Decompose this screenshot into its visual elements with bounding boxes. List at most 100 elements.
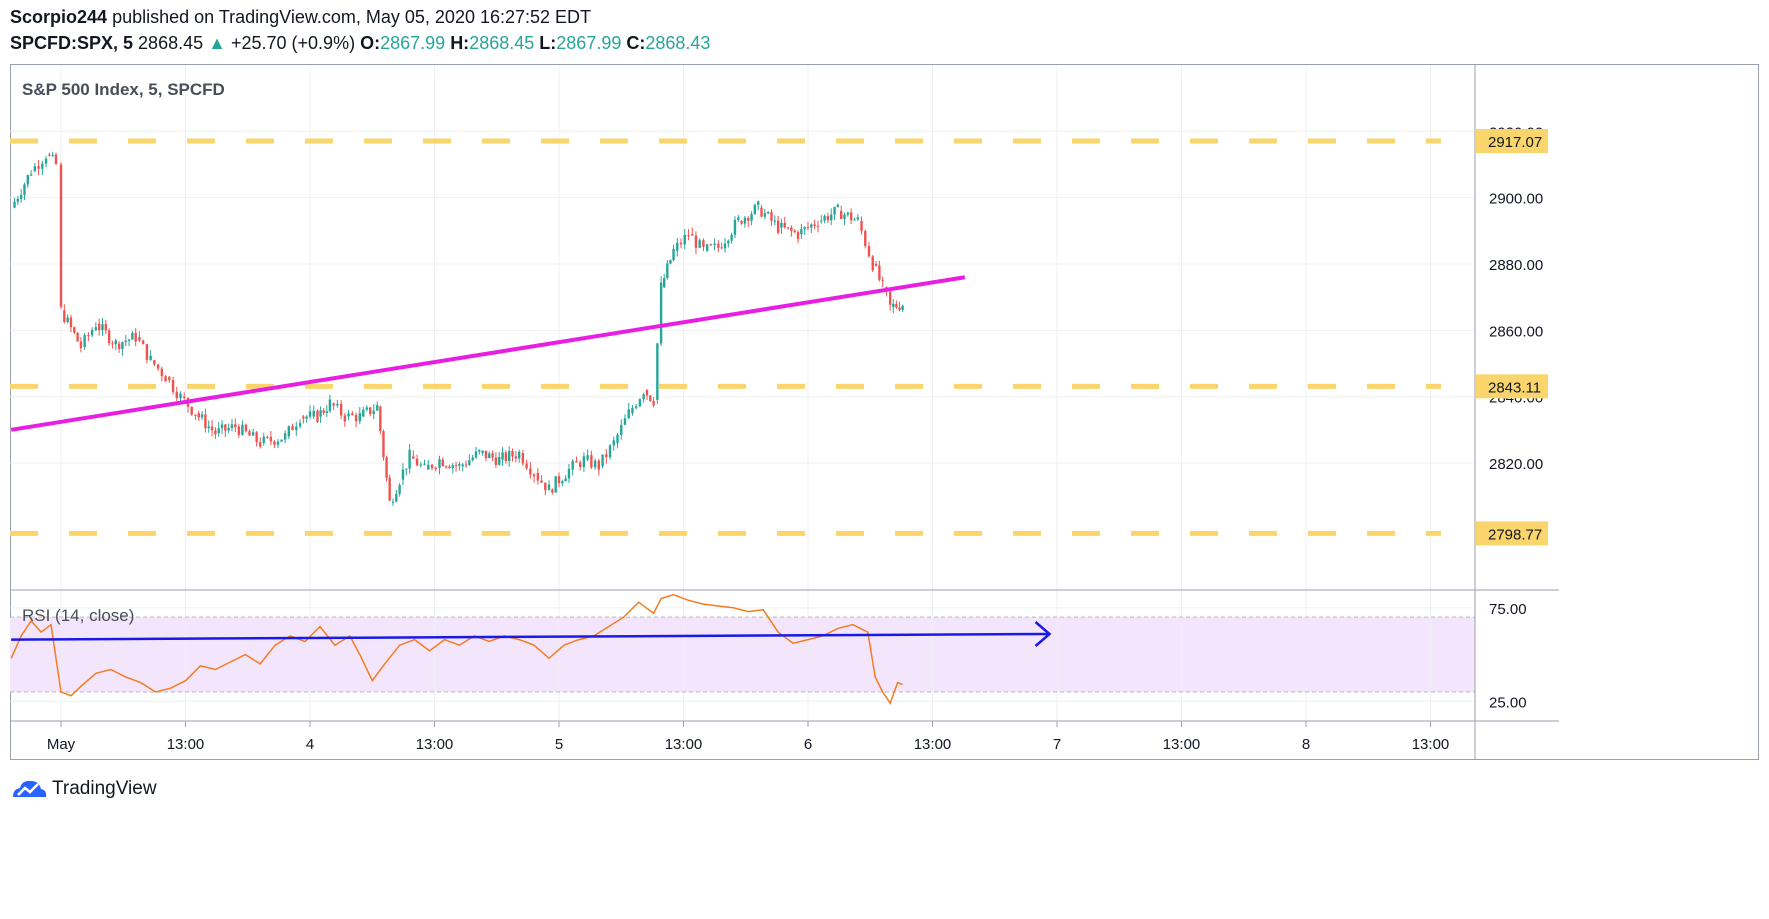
level-price-tag xyxy=(1476,374,1548,399)
candle-body xyxy=(571,461,574,470)
candle-body xyxy=(160,368,164,377)
candle-body xyxy=(783,222,786,228)
candle-body xyxy=(164,376,167,382)
candle-body xyxy=(843,214,846,220)
candle-body xyxy=(273,441,276,445)
candle-body xyxy=(608,445,612,458)
candle-body xyxy=(547,484,551,491)
candle-body xyxy=(846,212,850,215)
candle-body xyxy=(90,330,94,336)
candle-body xyxy=(131,332,134,340)
candle-body xyxy=(709,244,713,246)
author-name[interactable]: Scorpio244 xyxy=(10,7,108,27)
candle-body xyxy=(171,380,175,392)
candle-body xyxy=(623,418,627,425)
candle-body xyxy=(458,464,461,466)
close-label: C: xyxy=(626,33,646,53)
candle-body xyxy=(295,426,298,431)
candle-body xyxy=(430,464,434,469)
candle-body xyxy=(412,456,415,459)
candle-body xyxy=(529,468,532,475)
last-price: 2868.45 xyxy=(138,33,204,53)
candle-body xyxy=(54,154,58,164)
tradingview-logo-icon xyxy=(13,780,47,797)
candle-body xyxy=(385,457,388,478)
candle-body xyxy=(494,457,498,465)
candle-body xyxy=(612,440,615,446)
candle-body xyxy=(179,393,182,399)
candle-body xyxy=(747,217,750,221)
candle-body xyxy=(291,426,294,431)
candle-body xyxy=(183,396,186,398)
candle-body xyxy=(336,403,339,406)
candle-body xyxy=(723,243,727,249)
candle-body xyxy=(823,215,826,221)
candle-body xyxy=(753,204,757,214)
candle-body xyxy=(343,415,347,422)
candle-body xyxy=(471,457,474,461)
candle-body xyxy=(816,225,820,227)
candle-body xyxy=(104,324,108,331)
candle-body xyxy=(168,376,171,381)
candle-body xyxy=(376,405,379,411)
symbol-bar: SPCFD:SPX, 5 2868.45 ▲ +25.70 (+0.9%) O:… xyxy=(10,33,710,54)
candle-body xyxy=(141,340,145,345)
candle-body xyxy=(227,427,230,431)
rsi-trend-arrowhead xyxy=(1034,621,1052,647)
candle-body xyxy=(97,323,101,331)
trend-line xyxy=(10,275,966,432)
publish-info: Scorpio244 published on TradingView.com,… xyxy=(10,7,591,28)
candle-body xyxy=(362,409,365,417)
candle-body xyxy=(16,198,20,202)
candle-body xyxy=(501,452,504,460)
time-axis-tick-label: 8 xyxy=(1302,736,1310,753)
candle-body xyxy=(796,232,800,239)
candle-body xyxy=(302,416,305,419)
candle-body xyxy=(372,410,375,414)
brand[interactable]: TradingView xyxy=(10,775,157,803)
candle-body xyxy=(760,207,763,217)
price-axis-tick-label: 2880.00 xyxy=(1489,257,1543,274)
level-price-label: 2917.07 xyxy=(1488,134,1542,151)
candle-body xyxy=(262,436,265,444)
open-label: O: xyxy=(360,33,381,53)
candle-body xyxy=(634,406,638,408)
candle-body xyxy=(511,450,514,457)
candle-body xyxy=(901,305,904,310)
candle-body xyxy=(401,469,405,480)
candle-body xyxy=(197,413,200,418)
candle-body xyxy=(405,468,408,470)
candle-body xyxy=(790,227,793,231)
candle-body xyxy=(484,450,488,459)
candle-body xyxy=(339,403,343,416)
candle-body xyxy=(26,175,29,185)
rsi-line xyxy=(10,593,903,705)
candle-body xyxy=(308,411,312,417)
candle-body xyxy=(659,282,663,344)
candle-body xyxy=(698,240,701,248)
symbol-name[interactable]: SPCFD:SPX, 5 xyxy=(10,33,134,53)
candle-body xyxy=(312,410,315,417)
brand-name: TradingView xyxy=(52,778,157,799)
candle-body xyxy=(620,424,623,435)
candle-body xyxy=(561,481,564,484)
level-price-tag xyxy=(1476,521,1548,546)
candle-body xyxy=(365,407,368,410)
rsi-axis-tick-label: 25.00 xyxy=(1489,694,1527,711)
candle-body xyxy=(780,222,783,228)
candle-body xyxy=(578,462,582,468)
candle-body xyxy=(488,453,491,459)
candle-body xyxy=(468,460,471,466)
candle-body xyxy=(663,278,666,288)
candle-body xyxy=(379,406,382,432)
candle-body xyxy=(840,210,843,220)
rsi-band xyxy=(10,617,1475,692)
candle-body xyxy=(544,482,547,491)
candle-body xyxy=(382,431,385,458)
candle-body xyxy=(551,489,554,493)
candle-body xyxy=(351,413,354,416)
candle-body xyxy=(464,464,468,466)
candle-body xyxy=(590,455,593,468)
low-value: 2867.99 xyxy=(556,33,622,53)
